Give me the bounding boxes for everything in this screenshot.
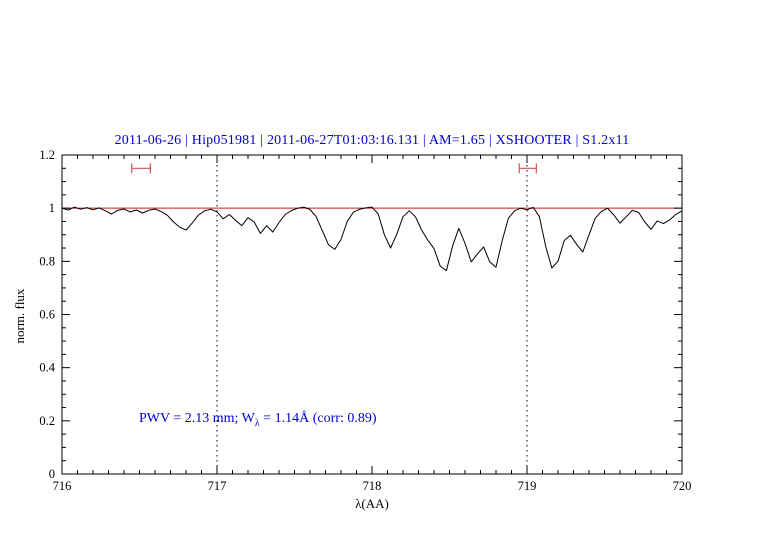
y-tick-label: 0: [49, 467, 55, 481]
pwv-annotation-text-2: = 1.14Å (corr: 0.89): [259, 411, 377, 426]
axis-ticks: [61, 154, 683, 475]
pwv-annotation: PWV = 2.13 mm; Wλ = 1.14Å (corr: 0.89): [139, 411, 377, 429]
y-tick-label: 0.4: [39, 361, 55, 375]
x-tick-label: 719: [518, 479, 537, 493]
x-tick-label: 720: [673, 479, 692, 493]
y-tick-label: 1: [49, 201, 55, 215]
range-marker-1: [131, 163, 151, 174]
x-tick-label: 718: [363, 479, 382, 493]
y-tick-label: 0.8: [39, 254, 55, 268]
plot-title: 2011-06-26 | Hip051981 | 2011-06-27T01:0…: [114, 133, 630, 148]
spectrum-line: [61, 206, 683, 272]
y-tick-label: 1.2: [39, 148, 55, 162]
pwv-annotation-text: PWV = 2.13 mm; W: [139, 411, 255, 426]
x-tick-label: 717: [208, 479, 227, 493]
range-marker-2: [518, 163, 537, 174]
x-tick-label: 716: [53, 479, 72, 493]
x-axis-label: λ(AA): [355, 496, 389, 511]
y-axis-label: norm. flux: [12, 288, 27, 344]
pwv-annotation-lambda-subscript: λ: [254, 417, 260, 429]
tick-labels: 716 717 718 719 720 0 0.2 0.4 0.6 0.8 1 1.2: [39, 148, 691, 493]
y-tick-label: 0.2: [39, 414, 55, 428]
y-tick-label: 0.6: [39, 308, 55, 322]
